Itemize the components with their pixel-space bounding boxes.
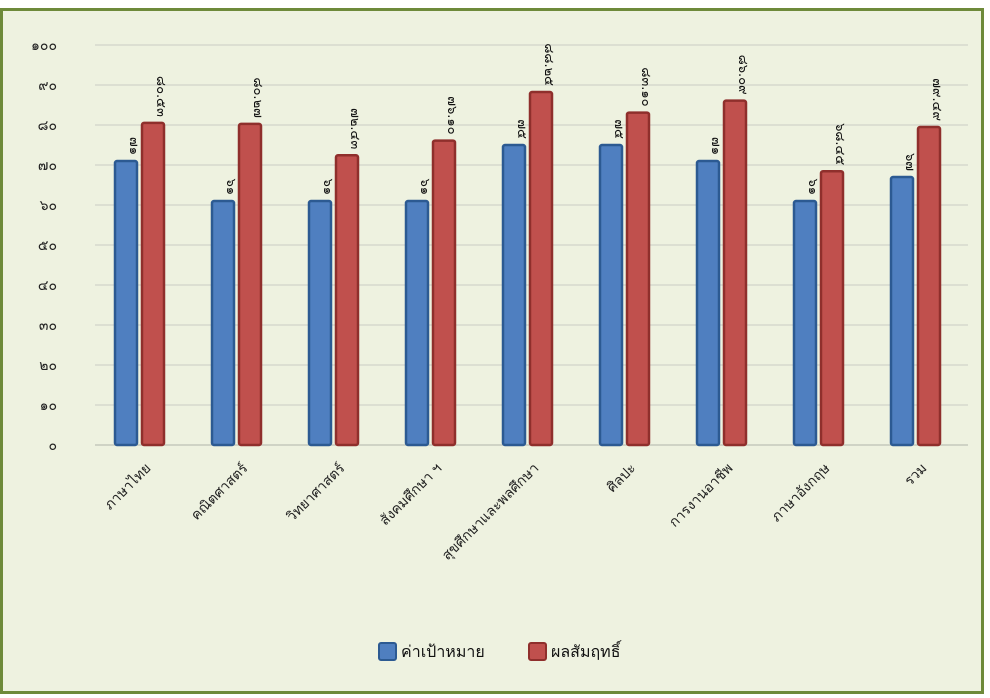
data-label: ๖๑ <box>320 178 335 195</box>
data-label: ๘๘.๒๕ <box>541 43 556 86</box>
data-label: ๖๑ <box>805 178 820 195</box>
data-label: ๗๒.๔๓ <box>347 108 362 149</box>
data-label: ๗๕ <box>611 119 626 139</box>
data-label: ๗๑ <box>126 137 141 155</box>
bar-achievement <box>237 122 263 447</box>
bar-achievement <box>819 169 845 447</box>
data-label: ๘๐.๕๓ <box>153 76 168 117</box>
category-label: ภาษาไทย <box>101 460 154 513</box>
y-tick-label: ๕๐ <box>38 238 57 254</box>
y-tick-label: ๗๐ <box>38 158 57 174</box>
y-axis-ticks: ๐ ๑๐ ๒๐ ๓๐ ๔๐ ๕๐ ๖๐ ๗๐ ๘๐ ๙๐ ๑๐๐ <box>31 38 57 454</box>
bar-achievement <box>140 121 166 447</box>
bar-target <box>695 159 721 447</box>
y-tick-label: ๔๐ <box>38 278 57 294</box>
legend-swatch <box>528 642 547 661</box>
y-tick-label: ๘๐ <box>38 118 57 134</box>
data-labels: ๗๑ ๘๐.๕๓๖๑ ๘๐.๒๗๖๑ ๗๒.๔๓๖๑ ๗๖.๑๐๗๕ ๘๘.๒๕๗๕ ๘๓.… <box>126 43 944 195</box>
y-tick-label: ๑๐ <box>40 398 57 414</box>
y-tick-label: ๐ <box>48 438 57 454</box>
y-tick-label: ๑๐๐ <box>31 38 57 54</box>
data-label: ๗๖.๑๐ <box>444 96 459 134</box>
data-label: ๖๑ <box>223 178 238 195</box>
category-label: ศิลปะ <box>604 461 639 496</box>
data-label: ๖๗ <box>902 153 917 171</box>
category-label: วิทยาศาสตร์ <box>283 459 349 525</box>
bar-achievement <box>916 125 942 447</box>
bar-target <box>889 175 915 447</box>
category-label: คณิตศาสตร์ <box>187 459 251 523</box>
data-label: ๗๑ <box>708 137 723 155</box>
legend-label: ผลสัมฤทธิ์ <box>551 640 622 661</box>
bar-achievement <box>722 99 748 447</box>
bar-achievement <box>431 139 457 447</box>
bars <box>113 90 942 447</box>
data-label: ๖๘.๔๕ <box>832 123 847 165</box>
bar-target <box>307 199 333 447</box>
x-axis-categories: ภาษาไทย คณิตศาสตร์ วิทยาศาสตร์ สังคมศึกษา ฯ… <box>101 459 930 563</box>
category-label: การงานอาชีพ <box>666 461 736 531</box>
chart-frame: ๐๑๐ ๒๐ ๓๐ ๔๐ ๕๐ ๖๐ ๗๐ ๘๐ ๙๐ ๑๐๐ ๗๑ ๘๐.๕๓ ๖๑ ๘๐.๒๗ ๖๑๗… <box>0 8 984 694</box>
data-label: ๘๖.๐๙ <box>735 55 750 95</box>
legend-swatch <box>378 642 397 661</box>
data-label: ๘๐.๒๗ <box>250 77 265 117</box>
data-label: ๗๕ <box>514 119 529 139</box>
bar-target <box>210 199 236 447</box>
data-label: ๘๓.๑๐ <box>638 67 653 106</box>
legend-label: ค่าเป้าหมาย <box>401 642 485 661</box>
bar-target <box>404 199 430 447</box>
category-label: สังคมศึกษา ฯ <box>377 461 445 529</box>
bar-target <box>501 143 527 447</box>
y-tick-label: ๓๐ <box>39 318 57 334</box>
legend: ค่าเป้าหมาย ผลสัมฤทธิ์ <box>378 640 622 661</box>
y-tick-label: ๙๐ <box>38 78 57 94</box>
data-label: ๖๑ <box>417 178 432 195</box>
bar-achievement <box>625 111 651 447</box>
y-tick-label: ๒๐ <box>39 358 57 374</box>
bar-achievement <box>334 154 360 447</box>
bar-target <box>792 199 818 447</box>
bar-target <box>113 159 139 447</box>
bar-achievement <box>528 90 554 447</box>
bar-target <box>598 143 624 447</box>
category-label: สุขศึกษาและพลศึกษา <box>439 461 542 564</box>
category-label: รวม <box>902 461 931 490</box>
y-tick-label: ๖๐ <box>40 198 57 214</box>
data-label: ๗๙.๔๙ <box>929 78 944 121</box>
category-label: ภาษาอังกฤษ <box>769 461 834 526</box>
